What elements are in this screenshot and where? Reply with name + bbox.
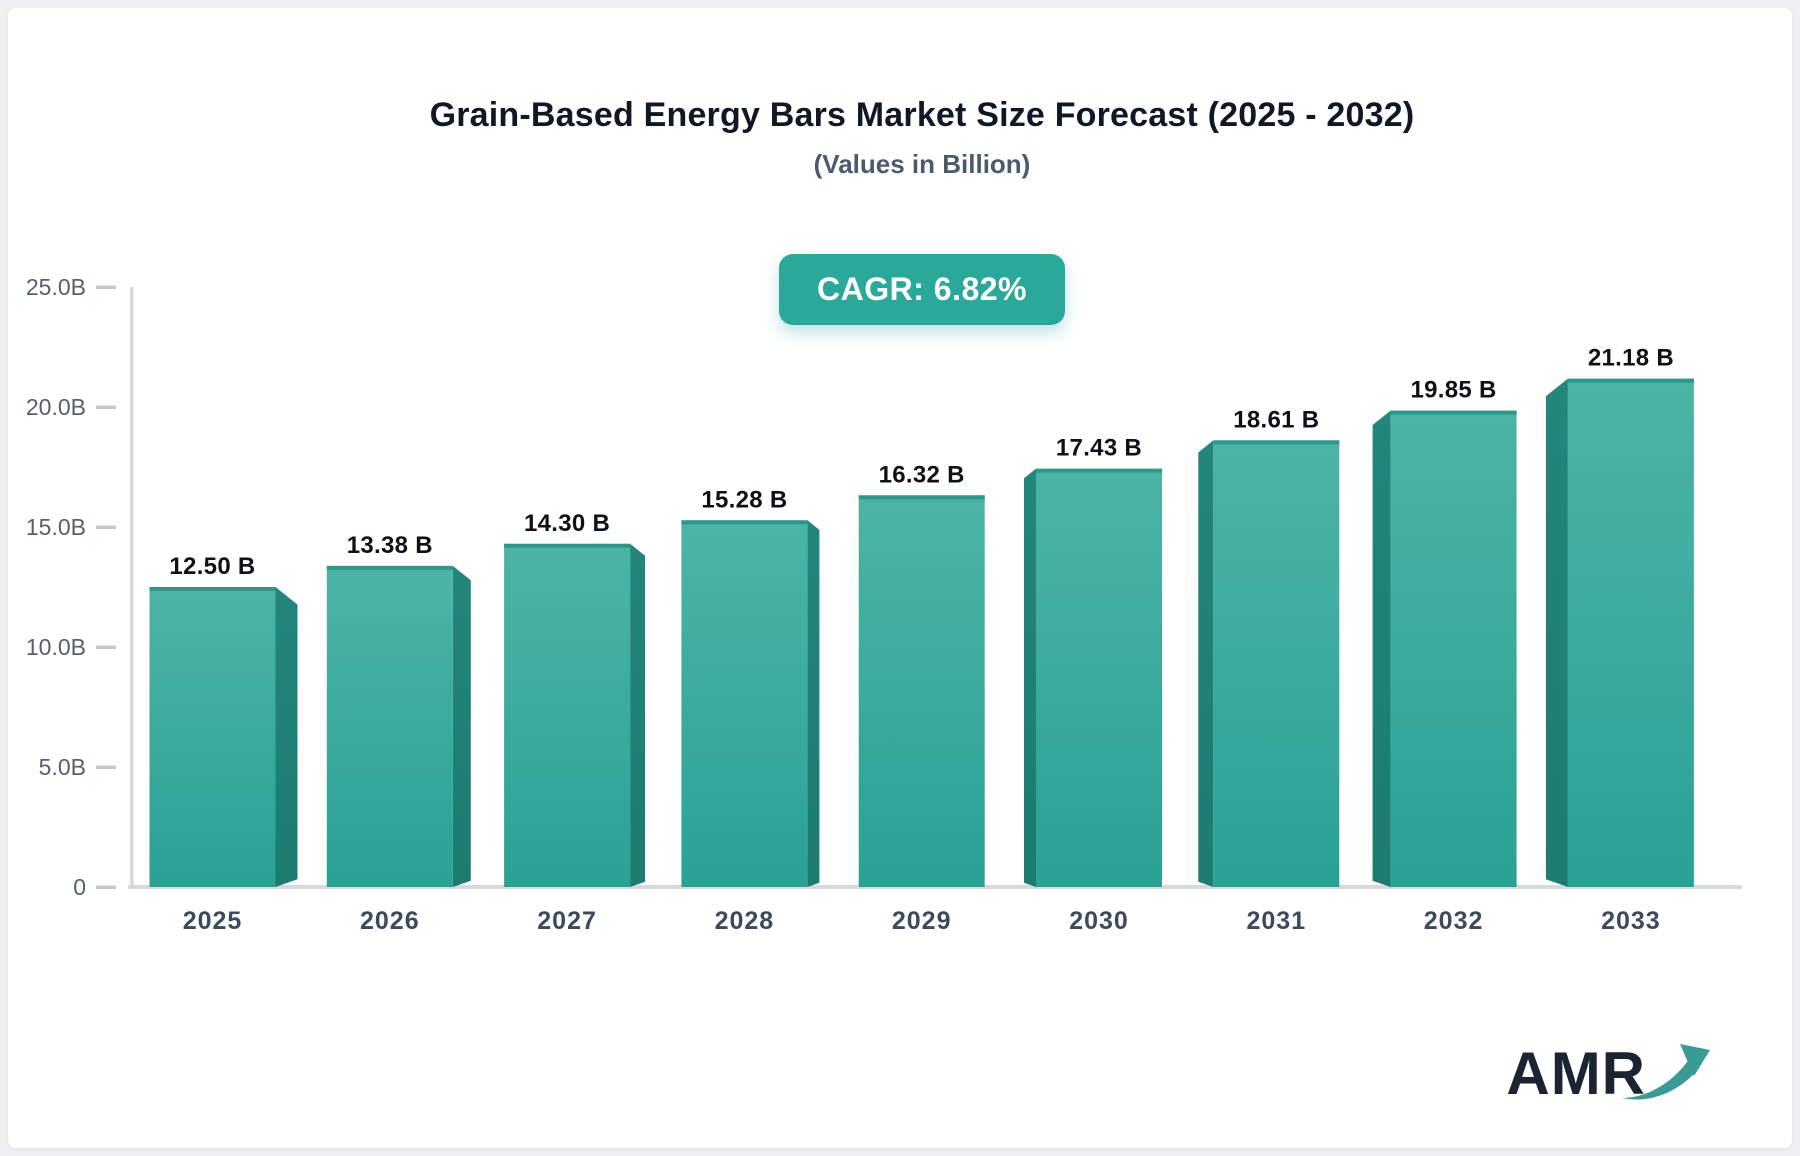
bar-2026[interactable] [326, 565, 471, 887]
growth-arrow-icon [1622, 1044, 1710, 1100]
chart-header: Grain-Based Energy Bars Market Size Fore… [22, 96, 1800, 180]
bar-front-face [1390, 410, 1517, 887]
cagr-badge: CAGR: 6.82% [779, 254, 1065, 325]
bar-side-face [807, 520, 820, 887]
bar-side-face [1198, 440, 1214, 887]
y-tick-label: 20.0B [26, 394, 86, 420]
chart-subtitle: (Values in Billion) [813, 149, 1031, 179]
x-tick-label: 2025 [183, 907, 243, 935]
bar-side-face [452, 565, 471, 887]
bar-top-edge [1567, 378, 1694, 383]
bar-front-face [681, 520, 808, 887]
y-tick-label: 25.0B [26, 274, 86, 300]
bar-value-label: 19.85 B [1411, 377, 1497, 404]
bar-front-face [149, 587, 276, 887]
bar-side-face [630, 543, 646, 887]
bar-side-face [1545, 378, 1568, 887]
bar-front-face [504, 543, 631, 887]
bar-top-edge [149, 587, 276, 591]
bar-value-label: 13.38 B [347, 532, 433, 559]
bar-front-face [1036, 468, 1162, 887]
bar-value-label: 12.50 B [169, 553, 255, 580]
x-axis-labels: 2025 2026 2027 2028 2029 2030 2031 2032 2033 [183, 907, 1661, 935]
bar-top-edge [681, 520, 808, 525]
x-tick-label: 2033 [1601, 907, 1661, 935]
tick-mark [96, 645, 116, 649]
y-axis-ticks [96, 285, 116, 889]
bar-side-face [1372, 410, 1391, 887]
bar-2031[interactable] [1198, 440, 1340, 887]
bar-side-face [275, 587, 298, 887]
bar-front-face [1213, 440, 1340, 887]
bar-front-face [858, 495, 985, 887]
x-tick-label: 2028 [715, 907, 775, 935]
x-tick-label: 2026 [360, 907, 420, 935]
bars-group [149, 378, 1694, 887]
bar-value-label: 17.43 B [1056, 435, 1142, 462]
tick-mark [96, 285, 116, 289]
y-tick-label: 15.0B [26, 514, 86, 540]
bar-value-label: 15.28 B [701, 486, 787, 513]
y-axis-labels: 25.0B 20.0B 15.0B 10.0B 5.0B 0 [26, 274, 86, 900]
amr-logo: AMR [1506, 1032, 1716, 1104]
bar-2025[interactable] [149, 587, 298, 887]
tick-mark [96, 765, 116, 769]
x-tick-label: 2031 [1246, 907, 1306, 935]
y-tick-label: 10.0B [26, 634, 86, 660]
bar-2033[interactable] [1545, 378, 1694, 887]
x-tick-label: 2032 [1424, 907, 1484, 935]
bar-top-edge [858, 495, 985, 500]
bar-value-label: 18.61 B [1233, 406, 1319, 433]
bar-2032[interactable] [1372, 410, 1517, 887]
y-tick-label: 0 [73, 874, 86, 900]
bar-front-face [1567, 378, 1694, 887]
tick-mark [96, 405, 116, 409]
tick-mark [96, 525, 116, 529]
amr-logo-text: AMR [1506, 1040, 1646, 1107]
bar-2028[interactable] [681, 520, 820, 887]
bar-front-face [326, 565, 453, 887]
bar-side-face [1024, 468, 1036, 887]
bar-top-edge [1213, 440, 1340, 445]
bar-2029[interactable] [858, 495, 985, 887]
bar-top-edge [326, 565, 453, 570]
bar-top-edge [1036, 468, 1162, 473]
chart-title: Grain-Based Energy Bars Market Size Fore… [429, 96, 1415, 134]
bar-2027[interactable] [504, 543, 646, 887]
x-tick-label: 2030 [1069, 907, 1129, 935]
bar-value-label: 14.30 B [524, 510, 610, 537]
tick-mark [96, 885, 116, 889]
y-axis-line [130, 287, 134, 889]
x-tick-label: 2029 [892, 907, 952, 935]
bar-top-edge [1390, 410, 1517, 415]
bar-value-label: 16.32 B [879, 461, 965, 488]
bar-value-label: 21.18 B [1588, 345, 1674, 372]
y-tick-label: 5.0B [39, 754, 86, 780]
bar-2030[interactable] [1024, 468, 1162, 887]
bar-top-edge [504, 543, 631, 548]
x-tick-label: 2027 [537, 907, 597, 935]
value-labels: 12.50 B 13.38 B 14.30 B 15.28 B 16.32 B 17.43… [169, 345, 1674, 580]
